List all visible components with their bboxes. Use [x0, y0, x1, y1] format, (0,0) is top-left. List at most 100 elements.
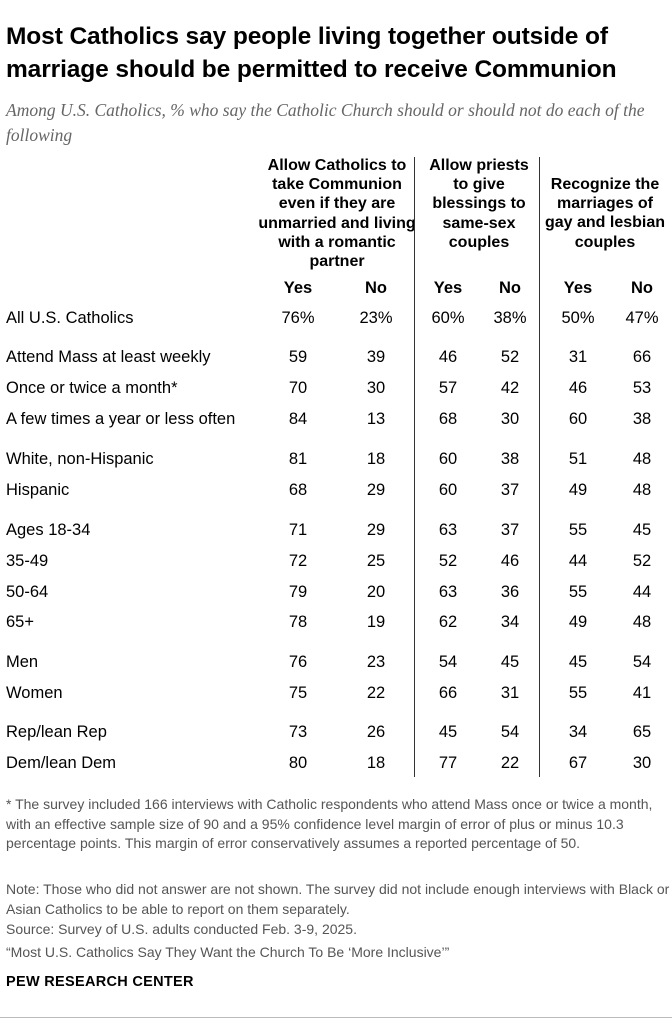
cell-communion-no: 18: [366, 754, 386, 772]
footnote-source: Source: Survey of U.S. adults conducted …: [6, 921, 357, 937]
cell-communion-no: 19: [366, 613, 386, 631]
cell-blessings-yes: 57: [438, 379, 458, 397]
cell-communion-yes: 71: [288, 521, 308, 539]
cell-blessings-yes: 45: [438, 723, 458, 741]
cell-marriages-no: 48: [632, 450, 652, 468]
cell-communion-yes: 73: [288, 723, 308, 741]
cell-marriages-yes: 60: [568, 410, 588, 428]
cell-marriages-yes: 49: [568, 481, 588, 499]
cell-blessings-no: 37: [500, 521, 520, 539]
cell-communion-yes: 76: [288, 653, 308, 671]
cell-blessings-yes: 77: [438, 754, 458, 772]
row-label: A few times a year or less often: [6, 410, 236, 428]
cell-blessings-yes: 46: [438, 348, 458, 366]
row-label: 35-49: [6, 552, 49, 570]
cell-marriages-yes: 49: [568, 613, 588, 631]
cell-marriages-no: 41: [632, 684, 652, 702]
cell-marriages-yes: 50%: [561, 309, 595, 327]
cell-marriages-no: 45: [632, 521, 652, 539]
cell-blessings-yes: 52: [438, 552, 458, 570]
cell-marriages-yes: 51: [568, 450, 588, 468]
cell-communion-yes: 76%: [281, 309, 315, 327]
row-label: White, non-Hispanic: [6, 450, 154, 468]
subheader-blessings-no: No: [499, 279, 521, 297]
cell-blessings-no: 45: [500, 653, 520, 671]
cell-marriages-no: 44: [632, 583, 652, 601]
cell-marriages-yes: 44: [568, 552, 588, 570]
row-label: Hispanic: [6, 481, 70, 499]
cell-communion-no: 18: [366, 450, 386, 468]
cell-marriages-no: 52: [632, 552, 652, 570]
cell-blessings-no: 54: [500, 723, 520, 741]
cell-communion-yes: 72: [288, 552, 308, 570]
cell-blessings-yes: 63: [438, 583, 458, 601]
cell-communion-no: 30: [366, 379, 386, 397]
chart-subtitle: Among U.S. Catholics, % who say the Cath…: [6, 100, 645, 145]
cell-marriages-yes: 67: [568, 754, 588, 772]
cell-blessings-yes: 60%: [431, 309, 465, 327]
cell-blessings-no: 38: [500, 450, 520, 468]
cell-marriages-yes: 34: [568, 723, 588, 741]
cell-marriages-no: 38: [632, 410, 652, 428]
cell-communion-yes: 70: [288, 379, 308, 397]
cell-marriages-yes: 46: [568, 379, 588, 397]
cell-marriages-no: 53: [632, 379, 652, 397]
cell-communion-no: 26: [366, 723, 386, 741]
cell-communion-yes: 81: [288, 450, 308, 468]
row-label: 65+: [6, 613, 34, 631]
column-divider: [539, 157, 540, 777]
cell-communion-yes: 79: [288, 583, 308, 601]
cell-communion-no: 20: [366, 583, 386, 601]
cell-marriages-no: 48: [632, 481, 652, 499]
cell-communion-no: 22: [366, 684, 386, 702]
footnote-report: “Most U.S. Catholics Say They Want the C…: [6, 944, 450, 960]
column-header-communion: Allow Catholics to take Communion even i…: [258, 157, 416, 271]
cell-communion-no: 13: [366, 410, 386, 428]
cell-communion-no: 23: [366, 653, 386, 671]
cell-blessings-no: 52: [500, 348, 520, 366]
row-label: All U.S. Catholics: [6, 309, 134, 327]
subheader-marriages-yes: Yes: [563, 279, 593, 297]
cell-blessings-no: 36: [500, 583, 520, 601]
column-header-blessings: Allow priests to give blessings to same-…: [429, 157, 529, 251]
cell-marriages-no: 30: [632, 754, 652, 772]
cell-marriages-no: 54: [632, 653, 652, 671]
bottom-divider: [0, 1017, 672, 1018]
cell-marriages-yes: 55: [568, 583, 588, 601]
row-label: 50-64: [6, 583, 49, 601]
subheader-blessings-yes: Yes: [433, 279, 463, 297]
cell-marriages-yes: 45: [568, 653, 588, 671]
chart-title: Most Catholics say people living togethe…: [6, 23, 617, 83]
cell-communion-yes: 68: [288, 481, 308, 499]
subheader-marriages-no: No: [631, 279, 653, 297]
cell-blessings-no: 46: [500, 552, 520, 570]
cell-marriages-yes: 55: [568, 684, 588, 702]
row-label: Dem/lean Dem: [6, 754, 117, 772]
cell-blessings-yes: 60: [438, 450, 458, 468]
cell-blessings-yes: 60: [438, 481, 458, 499]
footnote-star: * The survey included 166 interviews wit…: [6, 796, 653, 851]
cell-communion-yes: 75: [288, 684, 308, 702]
cell-blessings-yes: 68: [438, 410, 458, 428]
cell-blessings-no: 31: [500, 684, 520, 702]
cell-blessings-yes: 62: [438, 613, 458, 631]
cell-blessings-yes: 66: [438, 684, 458, 702]
row-label: Ages 18-34: [6, 521, 91, 539]
row-label: Women: [6, 684, 63, 702]
cell-marriages-no: 65: [632, 723, 652, 741]
subheader-communion-no: No: [365, 279, 387, 297]
cell-communion-no: 25: [366, 552, 386, 570]
column-header-marriages: Recognize the marriages of gay and lesbi…: [544, 176, 666, 251]
cell-communion-yes: 84: [288, 410, 308, 428]
cell-marriages-no: 47%: [625, 309, 659, 327]
cell-marriages-yes: 55: [568, 521, 588, 539]
cell-blessings-no: 22: [500, 754, 520, 772]
cell-communion-yes: 78: [288, 613, 308, 631]
cell-blessings-no: 30: [500, 410, 520, 428]
row-label: Attend Mass at least weekly: [6, 348, 211, 366]
cell-communion-yes: 59: [288, 348, 308, 366]
cell-blessings-yes: 63: [438, 521, 458, 539]
footnote-note: Note: Those who did not answer are not s…: [6, 881, 670, 917]
row-label: Men: [6, 653, 39, 671]
column-divider: [414, 157, 415, 777]
